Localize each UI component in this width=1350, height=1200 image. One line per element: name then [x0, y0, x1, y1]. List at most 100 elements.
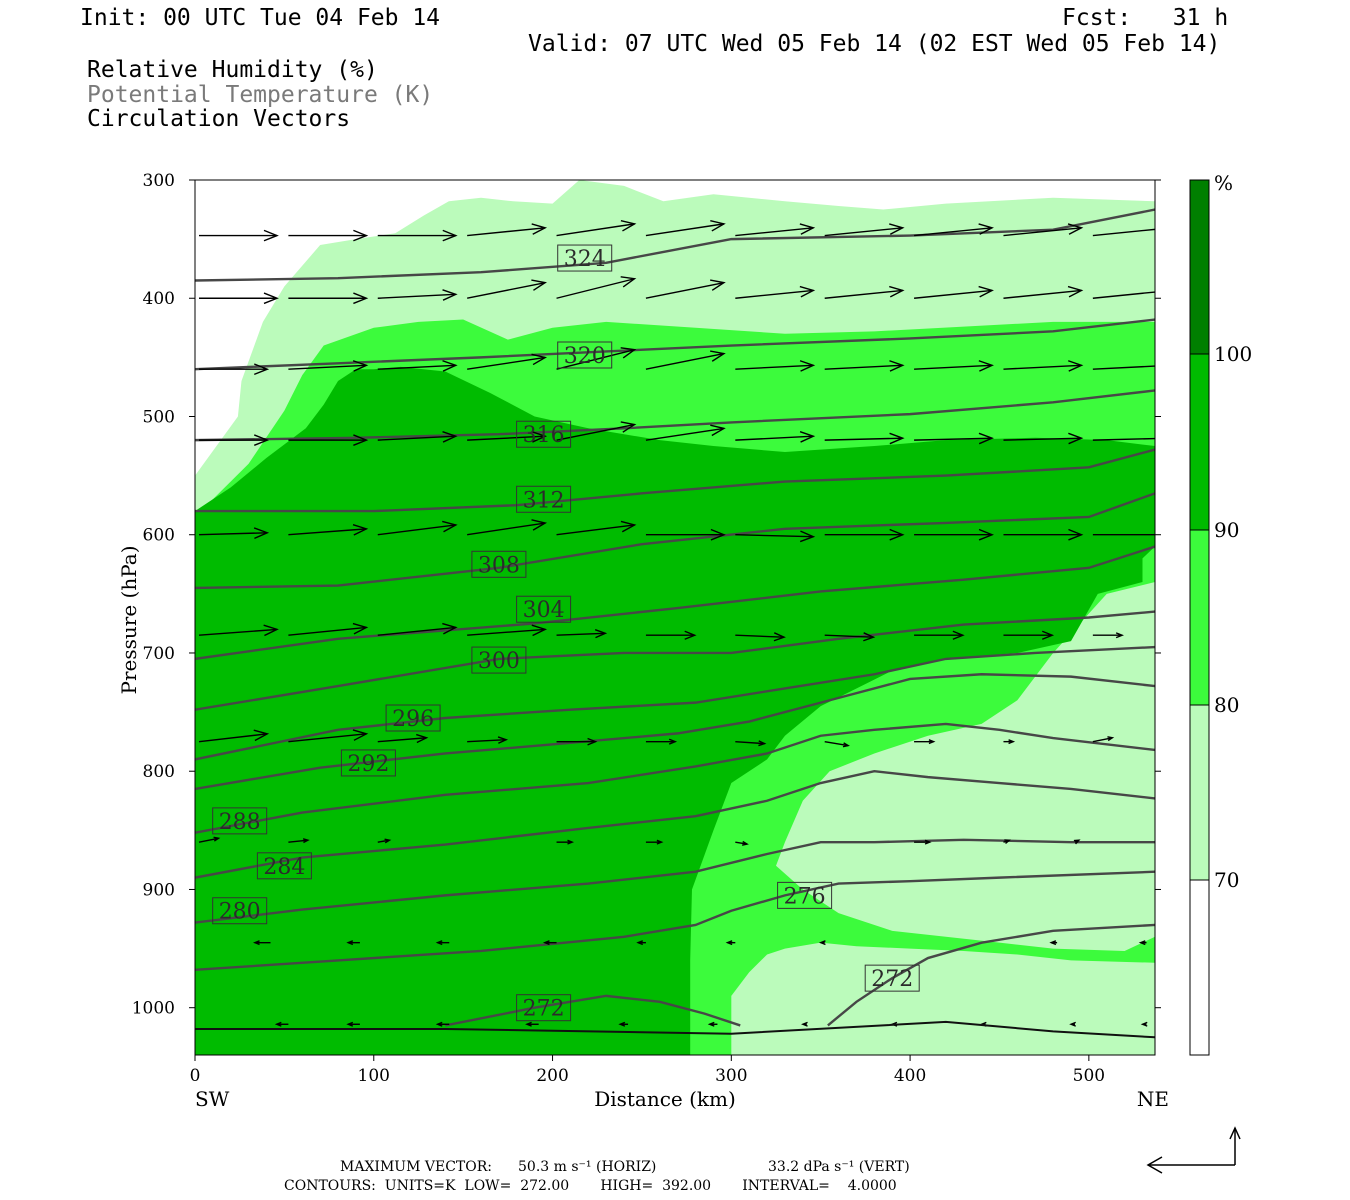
theta-label-304: 304	[516, 595, 572, 623]
vector-arrow	[288, 360, 369, 372]
max-vector-horiz: 50.3 m s⁻¹ (HORIZ)	[518, 1159, 657, 1175]
vector-arrow	[1140, 1021, 1148, 1027]
vector-arrow	[556, 421, 637, 441]
surface-line	[195, 1020, 1155, 1039]
vector-arrow	[1003, 360, 1084, 372]
vector-arrow	[198, 836, 221, 843]
y-tick-label: 600	[143, 526, 175, 546]
theta-label-272: 272	[864, 964, 920, 992]
y-axis-title: Pressure (hPa)	[117, 546, 141, 695]
colorbar-segment	[1190, 354, 1209, 530]
vector-arrow	[556, 520, 637, 536]
theta-label-292: 292	[340, 749, 396, 777]
vector-arrow	[1092, 534, 1155, 536]
y-tick-label: 800	[143, 762, 175, 782]
vector-arrow	[467, 624, 548, 637]
vector-arrow	[1092, 365, 1155, 370]
vector-arrow	[288, 838, 310, 844]
vector-arrow	[645, 424, 726, 441]
vector-arrow	[824, 740, 850, 748]
vector-arrow	[618, 1021, 629, 1027]
colorbar-frame	[1189, 179, 1210, 1056]
vector-arrow	[288, 229, 369, 242]
colorbar-segment	[1190, 530, 1209, 705]
theta-contour-316	[195, 389, 1155, 442]
init-time: Init: 00 UTC Tue 04 Feb 14	[80, 5, 441, 31]
vector-arrow	[199, 229, 279, 242]
axes: 300 400 500 600 700 800 900 1000 0 100 200 300 400 50…	[117, 171, 1169, 1111]
theta-contour-324	[195, 208, 1155, 282]
x-tick-label: 100	[358, 1066, 390, 1086]
vector-arrow	[824, 223, 905, 237]
x-right-end-label: NE	[1137, 1087, 1169, 1111]
vector-arrow	[645, 350, 726, 370]
theta-contour-284	[195, 770, 1155, 879]
y-tick-label: 700	[143, 644, 175, 664]
max-vector-vert: 33.2 dPa s⁻¹ (VERT)	[768, 1159, 910, 1175]
vector-arrow	[707, 1021, 718, 1027]
vector-arrow	[288, 729, 369, 743]
vector-arrow	[288, 292, 369, 305]
vector-arrow	[377, 360, 458, 372]
vector-arrow	[467, 736, 509, 744]
vector-arrow	[801, 1021, 808, 1027]
vector-arrow	[824, 632, 876, 642]
theta-label-text: 296	[392, 707, 434, 732]
theta-label-text: 276	[784, 884, 826, 909]
vector-arrow	[467, 353, 548, 370]
theta-label-text: 304	[523, 598, 565, 623]
vector-arrow	[1092, 736, 1115, 743]
vector-arrow	[824, 285, 905, 299]
y-tick-label: 900	[143, 880, 175, 900]
theta-label-276: 276	[777, 881, 833, 909]
vector-arrow	[735, 632, 786, 642]
theta-contour-272	[827, 923, 1155, 1027]
vector-arrow	[914, 630, 965, 640]
vector-arrow	[525, 1021, 539, 1027]
colorbar-label: 80	[1214, 693, 1239, 717]
theta-label-284: 284	[256, 852, 312, 880]
vector-arrow	[1069, 1021, 1076, 1027]
theta-label-text: 284	[263, 855, 305, 880]
theta-contour-288	[195, 722, 1155, 834]
vector-arrow	[645, 279, 726, 299]
theta-contour-300	[195, 610, 1155, 711]
vector-arrow	[914, 839, 932, 845]
vector-arrow	[377, 622, 458, 636]
theta-contours	[195, 208, 1155, 1027]
vector-arrow	[198, 729, 270, 743]
vector-arrow	[377, 229, 458, 242]
colorbar-segment	[1190, 880, 1209, 1055]
theta-label-text: 288	[219, 810, 261, 835]
x-tick-label: 400	[894, 1066, 926, 1086]
vector-arrow	[288, 524, 369, 536]
theta-label-308: 308	[471, 550, 527, 578]
vector-arrow	[377, 733, 429, 744]
field-vectors-title: Circulation Vectors	[87, 106, 351, 132]
vector-arrow	[377, 520, 458, 536]
theta-label-text: 272	[871, 967, 913, 992]
vector-arrow	[288, 434, 369, 446]
vector-arrow	[1003, 223, 1084, 237]
vector-arrow	[556, 737, 598, 746]
vector-arrow	[1003, 839, 1012, 844]
colorbar-unit: %	[1214, 171, 1233, 195]
vector-arrow	[914, 739, 936, 745]
colorbar-segment	[1190, 705, 1209, 880]
vector-arrow	[1138, 940, 1147, 946]
theta-label-text: 292	[347, 752, 389, 777]
colorbar: 100 90 80 70%	[1189, 171, 1252, 1056]
vector-arrow	[556, 276, 637, 299]
vector-arrow	[198, 624, 279, 637]
vector-arrow	[914, 432, 994, 445]
vector-arrow	[198, 527, 270, 539]
vector-arrow	[199, 363, 270, 376]
rh-shading	[195, 180, 1155, 1055]
vector-arrow	[467, 431, 548, 443]
circulation-vectors	[198, 219, 1155, 1027]
plot-frame	[194, 179, 1156, 1056]
colorbar-label: 100	[1214, 342, 1252, 366]
field-rh-title: Relative Humidity (%)	[87, 57, 378, 83]
x-tick-label: 500	[1073, 1066, 1105, 1086]
vector-arrow	[735, 285, 816, 299]
